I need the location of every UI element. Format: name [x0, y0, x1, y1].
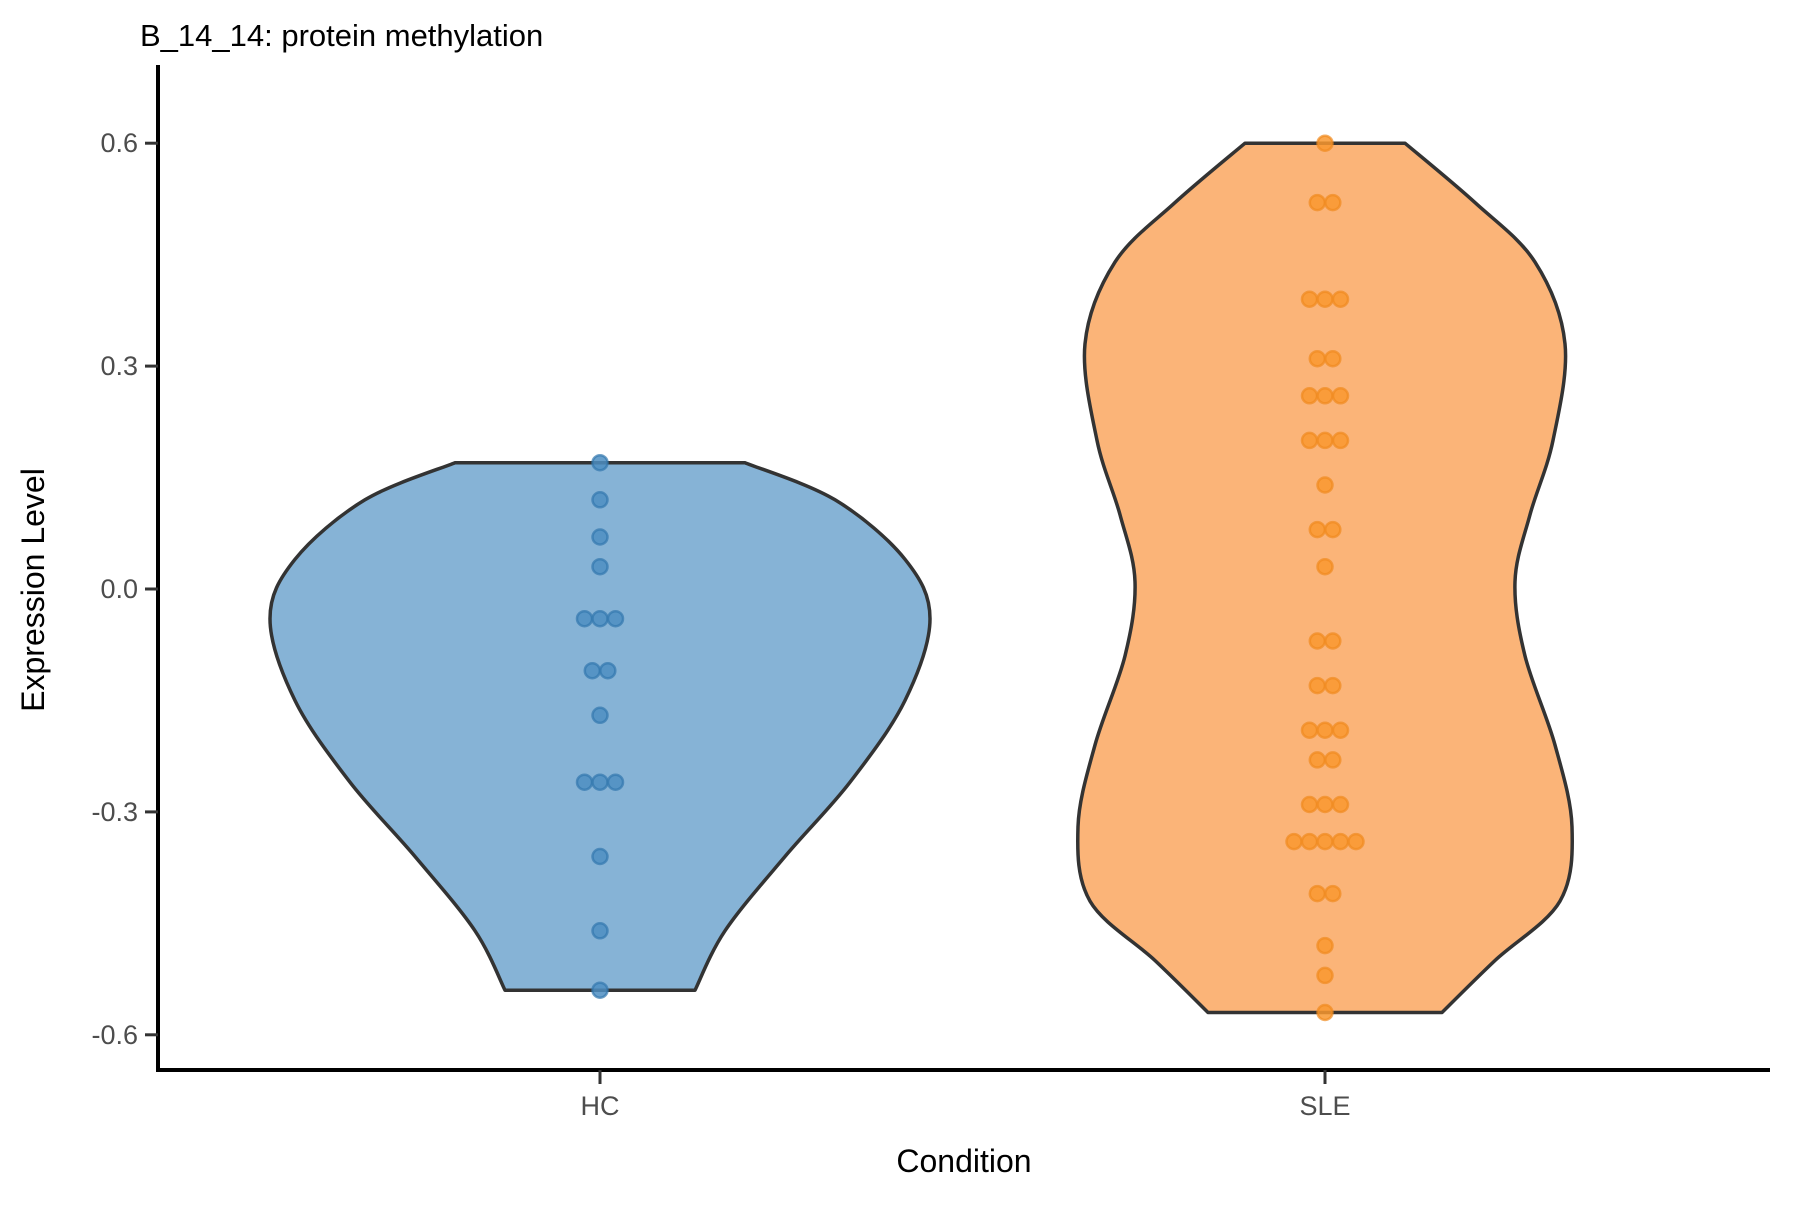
y-axis-ticks: 0.6 0.3 0.0 -0.3 -0.6	[91, 128, 158, 1050]
data-point-sle	[1324, 349, 1342, 368]
data-point-sle	[1308, 676, 1327, 695]
y-tick-label: 0.6	[100, 128, 138, 158]
data-point-sle	[1331, 387, 1350, 405]
data-point-hc	[606, 609, 625, 628]
y-tick-label: -0.6	[91, 1020, 138, 1050]
data-point-sle	[1316, 936, 1334, 955]
data-point-sle	[1324, 751, 1342, 769]
data-point-sle	[1331, 721, 1350, 739]
data-point-sle	[1308, 349, 1327, 368]
data-point-hc	[591, 773, 609, 791]
x-axis-title: Condition	[896, 1143, 1031, 1179]
violin-shape-hc	[268, 460, 932, 992]
data-point-hc	[591, 706, 609, 725]
data-point-sle	[1316, 832, 1334, 851]
data-point-sle	[1324, 520, 1342, 539]
data-point-sle	[1300, 832, 1319, 851]
data-point-hc	[591, 847, 609, 866]
data-point-hc	[583, 661, 602, 680]
data-point-hc	[575, 773, 594, 791]
data-point-sle	[1300, 290, 1319, 308]
data-point-hc	[599, 661, 617, 680]
x-tick-label-hc: HC	[581, 1091, 620, 1121]
data-point-sle	[1316, 557, 1334, 576]
data-point-sle	[1316, 966, 1334, 985]
y-tick-label: 0.0	[100, 574, 138, 604]
data-point-hc	[591, 609, 609, 628]
data-point-hc	[591, 528, 609, 546]
data-point-sle	[1316, 795, 1334, 814]
violin-shape-sle	[1075, 141, 1575, 1015]
data-point-sle	[1308, 520, 1327, 539]
data-point-sle	[1316, 721, 1334, 739]
data-point-hc	[591, 922, 609, 940]
data-point-sle	[1316, 1003, 1334, 1022]
data-point-hc	[591, 453, 609, 472]
data-point-hc	[591, 491, 609, 509]
data-point-sle	[1324, 676, 1342, 695]
violin-group-hc	[268, 453, 932, 999]
data-point-sle	[1285, 832, 1303, 851]
data-point-sle	[1331, 290, 1350, 308]
data-point-sle	[1308, 632, 1327, 650]
data-point-sle	[1324, 193, 1342, 212]
data-point-sle	[1331, 832, 1350, 851]
data-point-sle	[1300, 795, 1319, 814]
plot-title: B_14_14: protein methylation	[140, 18, 543, 53]
data-point-sle	[1316, 431, 1334, 450]
x-tick-label-sle: SLE	[1299, 1091, 1350, 1121]
data-point-hc	[606, 773, 625, 791]
data-point-hc	[591, 981, 609, 999]
data-point-hc	[575, 609, 594, 628]
data-point-sle	[1316, 476, 1334, 494]
data-point-sle	[1308, 193, 1327, 212]
data-point-sle	[1324, 632, 1342, 650]
data-point-sle	[1316, 387, 1334, 405]
violin-group-sle	[1075, 134, 1575, 1022]
data-point-sle	[1316, 290, 1334, 308]
data-point-sle	[1300, 721, 1319, 739]
y-tick-label: 0.3	[100, 351, 138, 381]
data-point-sle	[1331, 795, 1350, 814]
data-point-sle	[1308, 751, 1327, 769]
data-point-sle	[1300, 431, 1319, 450]
y-tick-label: -0.3	[91, 797, 138, 827]
violins-layer	[268, 134, 1575, 1022]
data-point-sle	[1331, 431, 1350, 450]
data-point-sle	[1347, 832, 1365, 851]
data-point-sle	[1300, 387, 1319, 405]
x-axis-ticks: HC SLE	[581, 1070, 1351, 1121]
y-axis-title: Expression Level	[15, 468, 51, 712]
data-point-sle	[1316, 134, 1334, 152]
data-point-sle	[1324, 884, 1342, 903]
data-point-sle	[1308, 884, 1327, 903]
data-point-hc	[591, 557, 609, 576]
